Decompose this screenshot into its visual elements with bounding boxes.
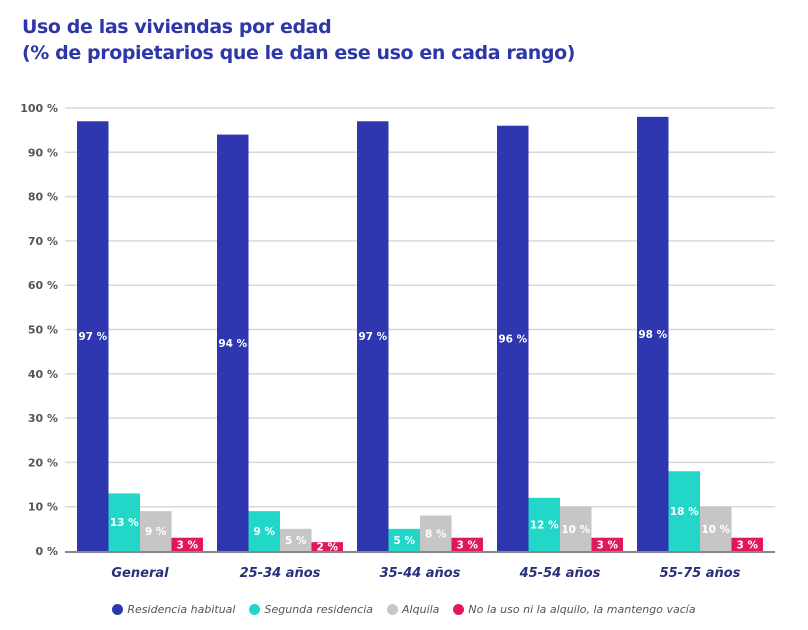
y-tick-label: 50 % (28, 324, 58, 337)
y-tick-label: 60 % (28, 279, 58, 292)
bar (248, 511, 280, 551)
data-label: 98 % (638, 329, 667, 341)
chart-subtitle: (% de propietarios que le dan ese uso en… (22, 42, 576, 64)
legend-swatch (249, 604, 261, 615)
data-label: 97 % (358, 331, 387, 343)
bar (280, 528, 312, 551)
y-tick-label: 10 % (28, 501, 58, 514)
bar (171, 537, 203, 551)
data-label: 12 % (530, 519, 559, 531)
legend-item: Alquila (387, 603, 439, 616)
y-tick-label: 20 % (28, 456, 58, 469)
y-tick-label: 80 % (28, 191, 58, 204)
data-label: 3 % (737, 539, 759, 551)
legend: Residencia habitual Segunda residencia A… (0, 603, 808, 616)
bar (637, 116, 669, 552)
y-tick-label: 70 % (28, 235, 58, 248)
data-label: 3 % (457, 539, 479, 551)
bar-chart: 0 % 10 % 20 % 30 % 40 % 50 % 60 % 70 % 80 % 90 % 1… (20, 102, 775, 581)
legend-item: Residencia habitual (112, 603, 235, 616)
data-label: 13 % (110, 517, 139, 529)
bar (357, 121, 389, 551)
data-label: 8 % (425, 528, 447, 540)
bar (528, 497, 560, 551)
chart-title: Uso de las viviendas por edad (22, 16, 332, 38)
x-tick-label: 35-44 años (380, 566, 461, 581)
bar (311, 542, 343, 551)
legend-swatch (387, 604, 399, 615)
x-tick-label: 55-75 años (660, 566, 741, 581)
data-label: 5 % (394, 535, 416, 547)
bar (217, 134, 249, 551)
bar (560, 506, 592, 551)
data-label: 10 % (561, 524, 590, 536)
bar (388, 528, 420, 551)
legend-label: Alquila (402, 603, 440, 616)
y-tick-label: 40 % (28, 368, 58, 381)
data-label: 9 % (254, 526, 276, 538)
legend-label: Residencia habitual (127, 603, 236, 616)
x-tick-label: 45-54 años (519, 566, 601, 581)
x-tick-label: 25-34 años (240, 566, 321, 581)
bar (108, 493, 140, 551)
data-label: 3 % (597, 539, 619, 551)
legend-swatch (112, 604, 124, 615)
bar (451, 537, 483, 551)
data-label: 10 % (701, 524, 730, 536)
legend-swatch (453, 604, 465, 615)
data-label: 96 % (498, 333, 527, 345)
y-tick-label: 90 % (28, 146, 58, 159)
bar (668, 471, 700, 551)
data-label: 94 % (218, 338, 247, 350)
data-label: 9 % (145, 526, 167, 538)
legend-label: Segunda residencia (264, 603, 374, 616)
chart-title-block: Uso de las viviendas por edad (% de prop… (22, 14, 575, 66)
bar (591, 537, 623, 551)
legend-item: No la uso ni la alquilo, la mantengo vac… (453, 603, 696, 616)
y-tick-label: 100 % (20, 102, 58, 115)
x-tick-label: General (111, 566, 169, 581)
bar (420, 515, 452, 551)
data-label: 5 % (285, 535, 307, 547)
data-label: 18 % (670, 506, 699, 518)
bar (731, 537, 763, 551)
legend-label: No la uso ni la alquilo, la mantengo vac… (468, 603, 696, 616)
data-label: 2 % (317, 542, 339, 554)
legend-item: Segunda residencia (249, 603, 373, 616)
data-label: 97 % (78, 331, 107, 343)
data-label: 3 % (177, 539, 199, 551)
y-tick-label: 30 % (28, 412, 58, 425)
bar (497, 125, 529, 551)
bar (140, 511, 172, 551)
bar (700, 506, 732, 551)
bar (77, 121, 109, 551)
y-tick-label: 0 % (35, 545, 58, 558)
